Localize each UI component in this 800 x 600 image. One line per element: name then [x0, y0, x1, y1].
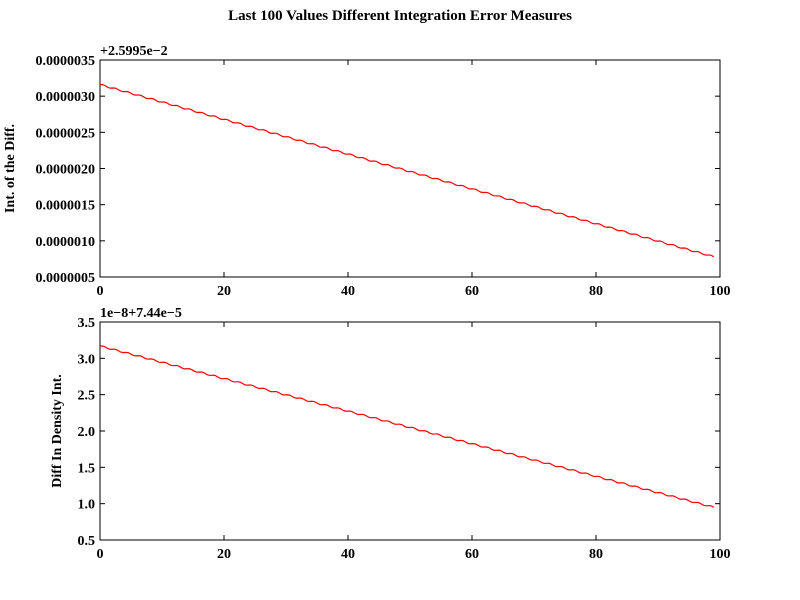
y-tick-label: 0.0000025 — [36, 126, 96, 141]
plot-frame-2 — [99, 321, 721, 541]
y-tick-label: 1.0 — [78, 498, 96, 513]
y-tick-label: 0.0000015 — [36, 199, 96, 214]
x-tick-label: 80 — [589, 284, 603, 299]
x-tick-label: 40 — [341, 284, 355, 299]
axis-offset-label: 1e−8+7.44e−5 — [100, 306, 182, 321]
y-tick-label: 1.5 — [78, 461, 96, 476]
x-tick-label: 20 — [217, 284, 231, 299]
y-tick-label: 2.0 — [78, 425, 96, 440]
plot-frame-1 — [99, 59, 721, 278]
y-tick-label: 3.5 — [78, 316, 96, 331]
axis-offset-label: +2.5995e−2 — [100, 44, 168, 59]
y-tick-label: 3.0 — [78, 352, 96, 367]
chart-title: Last 100 Values Different Integration Er… — [228, 8, 572, 24]
x-tick-label: 60 — [465, 284, 479, 299]
x-tick-label: 0 — [97, 547, 104, 562]
x-tick-label: 60 — [465, 547, 479, 562]
y-tick-label: 0.0000010 — [36, 235, 96, 250]
x-tick-label: 0 — [97, 284, 104, 299]
y-tick-label: 0.5 — [78, 534, 96, 549]
y-tick-label: 0.0000030 — [36, 90, 96, 105]
series-line-2 — [99, 345, 715, 508]
x-tick-label: 100 — [710, 284, 731, 299]
y-tick-label: 0.0000020 — [36, 163, 96, 178]
y-tick-label: 2.5 — [78, 389, 96, 404]
y-tick-label: 0.0000035 — [36, 54, 96, 69]
x-tick-label: 80 — [589, 547, 603, 562]
series-line-1 — [99, 83, 715, 258]
x-tick-label: 20 — [217, 547, 231, 562]
y-axis-label: Diff In Density Int. — [50, 374, 65, 488]
x-tick-label: 100 — [710, 547, 731, 562]
x-tick-label: 40 — [341, 547, 355, 562]
y-axis-label: Int. of the Diff. — [3, 124, 18, 213]
y-tick-label: 0.0000005 — [36, 271, 96, 286]
